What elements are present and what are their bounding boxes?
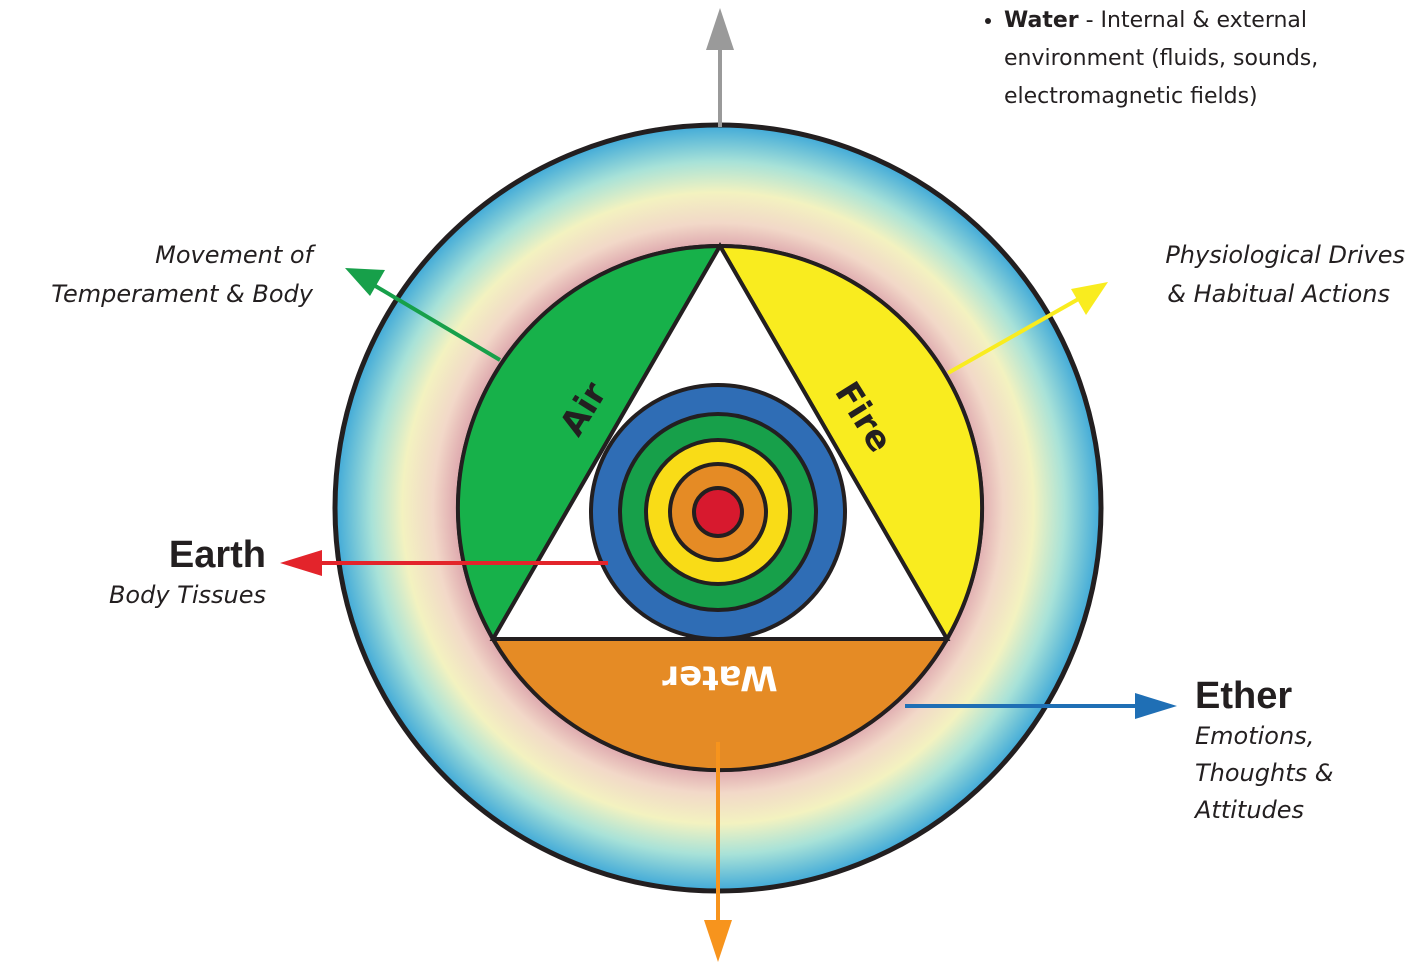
fire-caption: & Habitual Actions (1167, 280, 1390, 308)
note: Water - Internal & external environment … (982, 2, 1382, 116)
earth-subtitle: Body Tissues (109, 581, 266, 609)
note-list: Water - Internal & external environment … (982, 2, 1382, 116)
air-caption: Temperament & Body (51, 280, 314, 308)
note-item: Water - Internal & external environment … (1004, 2, 1382, 116)
diagram: Air Fire Water Movement of Temperament &… (0, 0, 1426, 966)
water-label: Water (662, 658, 778, 698)
earth-title: Earth (169, 534, 266, 576)
fire-caption: Physiological Drives (1165, 241, 1405, 269)
air-caption: Movement of (155, 241, 316, 269)
note-term: Water (1004, 8, 1079, 33)
page: { "note_bullet": {"term": "Water", "text… (0, 0, 1426, 966)
arrow-up (706, 8, 734, 127)
ether-title: Ether (1195, 675, 1292, 717)
core-ring (694, 488, 742, 536)
ether-subtitle: Thoughts & (1195, 759, 1333, 787)
ether-subtitle: Attitudes (1193, 796, 1304, 824)
ether-subtitle: Emotions, (1195, 722, 1314, 750)
